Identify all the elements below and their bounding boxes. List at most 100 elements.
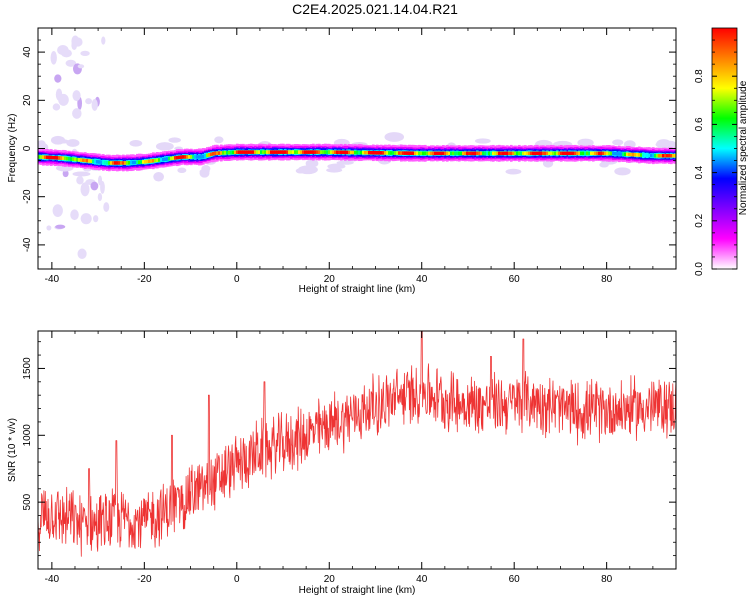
heatmap-noise-cell [55,224,66,229]
heatmap-core-cell [398,151,401,155]
y-tick-label: 20 [22,94,33,106]
heatmap-core-cell [100,160,103,164]
heatmap-core-cell [246,150,249,154]
x-tick-label: 0 [234,574,240,585]
heatmap-core-cell [388,151,391,155]
heatmap-core-cell [296,150,299,154]
colorbar-bar [711,27,738,270]
heatmap-core-cell [608,151,611,156]
heatmap-noise-cell [38,140,46,148]
x-tick-label: 40 [416,274,428,285]
heatmap-noise-cell [327,163,346,170]
heatmap-noise-cell [55,88,63,101]
heatmap-core-cell [364,150,367,155]
heatmap-core-cell [220,151,223,155]
heatmap-core-cell [664,153,667,158]
heatmap-core-cell [154,158,157,163]
heatmap-core-cell [262,150,265,154]
heatmap-core-cell [350,150,353,155]
heatmap-core-cell [218,151,221,155]
heatmap-core-cell [326,150,329,154]
heatmap-core-cell [208,153,211,157]
spectrogram-y-axis-label: Frequency (Hz) [7,114,18,183]
heatmap-core-cell [74,157,77,162]
heatmap-core-cell [352,150,355,155]
heatmap-core-cell [628,152,631,157]
heatmap-core-cell [82,158,85,163]
heatmap-core-cell [498,151,501,156]
heatmap-core-cell [308,150,311,154]
heatmap-core-cell [582,151,585,156]
heatmap-core-cell [552,151,555,156]
heatmap-noise-cell [52,204,63,217]
heatmap-core-cell [244,150,247,154]
heatmap-core-cell [68,157,71,161]
heatmap-core-cell [566,151,569,156]
heatmap-core-cell [316,150,319,154]
heatmap-core-cell [222,151,225,155]
heatmap-core-cell [230,150,233,155]
heatmap-core-cell [200,155,203,159]
heatmap-core-cell [648,153,651,158]
heatmap-core-cell [298,150,301,154]
heatmap-core-cell [434,151,437,156]
heatmap-core-cell [650,153,653,158]
heatmap-core-cell [336,150,339,155]
heatmap-core-cell [494,151,497,156]
heatmap-core-cell [304,150,307,154]
heatmap-noise-cell [129,139,143,147]
heatmap-core-cell [366,150,369,155]
heatmap-core-cell [86,158,89,163]
heatmap-noise-cell [336,160,354,165]
heatmap-core-cell [574,151,577,156]
heatmap-noise-cell [295,168,306,174]
heatmap-core-cell [546,151,549,156]
colorbar: 0.0 0.2 0.4 0.6 0.8 Normalized spectral ampl… [694,27,749,276]
heatmap-noise-cell [54,74,62,83]
heatmap-core-cell [202,154,205,159]
colorbar-tick-label: 0.0 [694,262,705,276]
colorbar-ticks: 0.0 0.2 0.4 0.6 0.8 [694,39,737,276]
heatmap-noise-cell [505,168,522,175]
heatmap-noise-cell [91,98,98,111]
heatmap-noise-cell [168,137,181,143]
heatmap-core-cell [64,156,67,161]
heatmap-core-cell [58,156,61,160]
heatmap-core-cell [374,151,377,155]
heatmap-core-cell [520,151,523,156]
heatmap-core-cell [56,156,59,160]
heatmap-noise-cell [103,202,110,212]
heatmap-core-cell [294,150,297,154]
heatmap-core-cell [572,151,575,156]
heatmap-core-cell [592,151,595,156]
heatmap-core-cell [496,151,499,156]
heatmap-core-cell [252,150,255,154]
heatmap-core-cell [242,150,245,154]
heatmap-noise-cell [80,213,92,225]
heatmap-core-cell [130,160,133,165]
heatmap-core-cell [600,151,603,156]
heatmap-core-cell [576,151,579,156]
spectrogram-x-axis-label: Height of straight line (km) [299,284,416,295]
heatmap-core-cell [446,151,449,156]
heatmap-core-cell [260,150,263,154]
heatmap-core-cell [40,155,43,159]
heatmap-core-cell [670,153,673,158]
heatmap-core-cell [390,151,393,155]
heatmap-core-cell [286,150,289,154]
heatmap-core-cell [234,150,237,155]
heatmap-core-cell [270,150,273,154]
heatmap-core-cell [604,151,607,156]
heatmap-core-cell [642,153,645,157]
heatmap-core-cell [384,151,387,155]
heatmap-core-cell [646,153,649,158]
heatmap-core-cell [616,152,619,156]
heatmap-core-cell [116,161,119,165]
heatmap-core-cell [522,151,525,156]
heatmap-core-cell [594,151,597,156]
y-tick-label: 40 [22,46,33,58]
heatmap-core-cell [66,156,69,161]
heatmap-core-cell [672,153,675,158]
heatmap-core-cell [90,159,93,163]
heatmap-noise-cell [57,45,69,56]
